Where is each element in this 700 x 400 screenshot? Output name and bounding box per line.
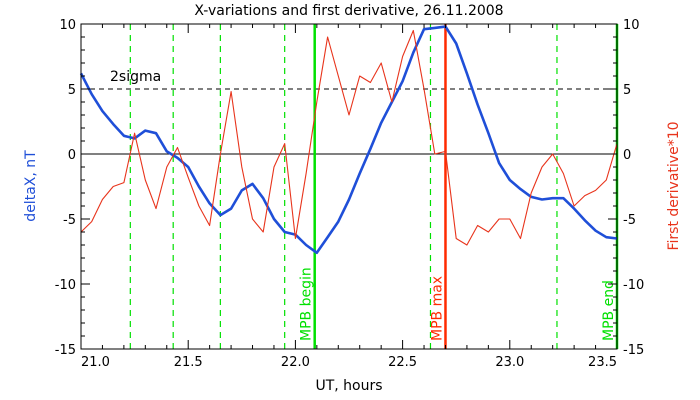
y-left-tick-label: -5 <box>63 213 76 228</box>
deltaX-series-line <box>79 25 618 255</box>
y-right-tick-label: -5 <box>623 213 636 228</box>
y-right-tick-label: 10 <box>623 18 640 33</box>
y-left-tick-label: 5 <box>68 83 76 98</box>
marker-label-4: MPB begin <box>299 267 315 341</box>
derivative-series-line <box>80 29 618 246</box>
sigma2-label: 2sigma <box>110 69 161 85</box>
y-right-tick-label: -10 <box>623 278 644 293</box>
marker-label-8: MPB end <box>601 280 617 341</box>
y-right-tick-label: -15 <box>623 343 644 358</box>
x-axis-label: UT, hours <box>315 378 382 394</box>
y-left-tick-label: 10 <box>59 18 76 33</box>
y-left-tick-label: 0 <box>68 148 76 163</box>
y-right-tick-label: 0 <box>623 148 631 163</box>
y-axis-label-right: First derivative*10 <box>666 121 682 250</box>
x-tick-label: 21.0 <box>81 355 110 370</box>
y-right-tick-label: 5 <box>623 83 631 98</box>
x-tick-label: 22.5 <box>388 355 417 370</box>
y-axis-label-left: deltaX, nT <box>23 150 39 222</box>
chart-title: X-variations and first derivative, 26.11… <box>194 3 503 19</box>
x-tick-label: 23.0 <box>495 355 524 370</box>
x-tick-label: 23.5 <box>588 355 617 370</box>
y-left-tick-label: -10 <box>55 278 76 293</box>
y-left-tick-label: -15 <box>55 343 76 358</box>
x-tick-label: 22.0 <box>281 355 310 370</box>
x-tick-label: 21.5 <box>174 355 203 370</box>
marker-label-6: MPB max <box>429 276 445 341</box>
plot-frame <box>80 23 618 350</box>
